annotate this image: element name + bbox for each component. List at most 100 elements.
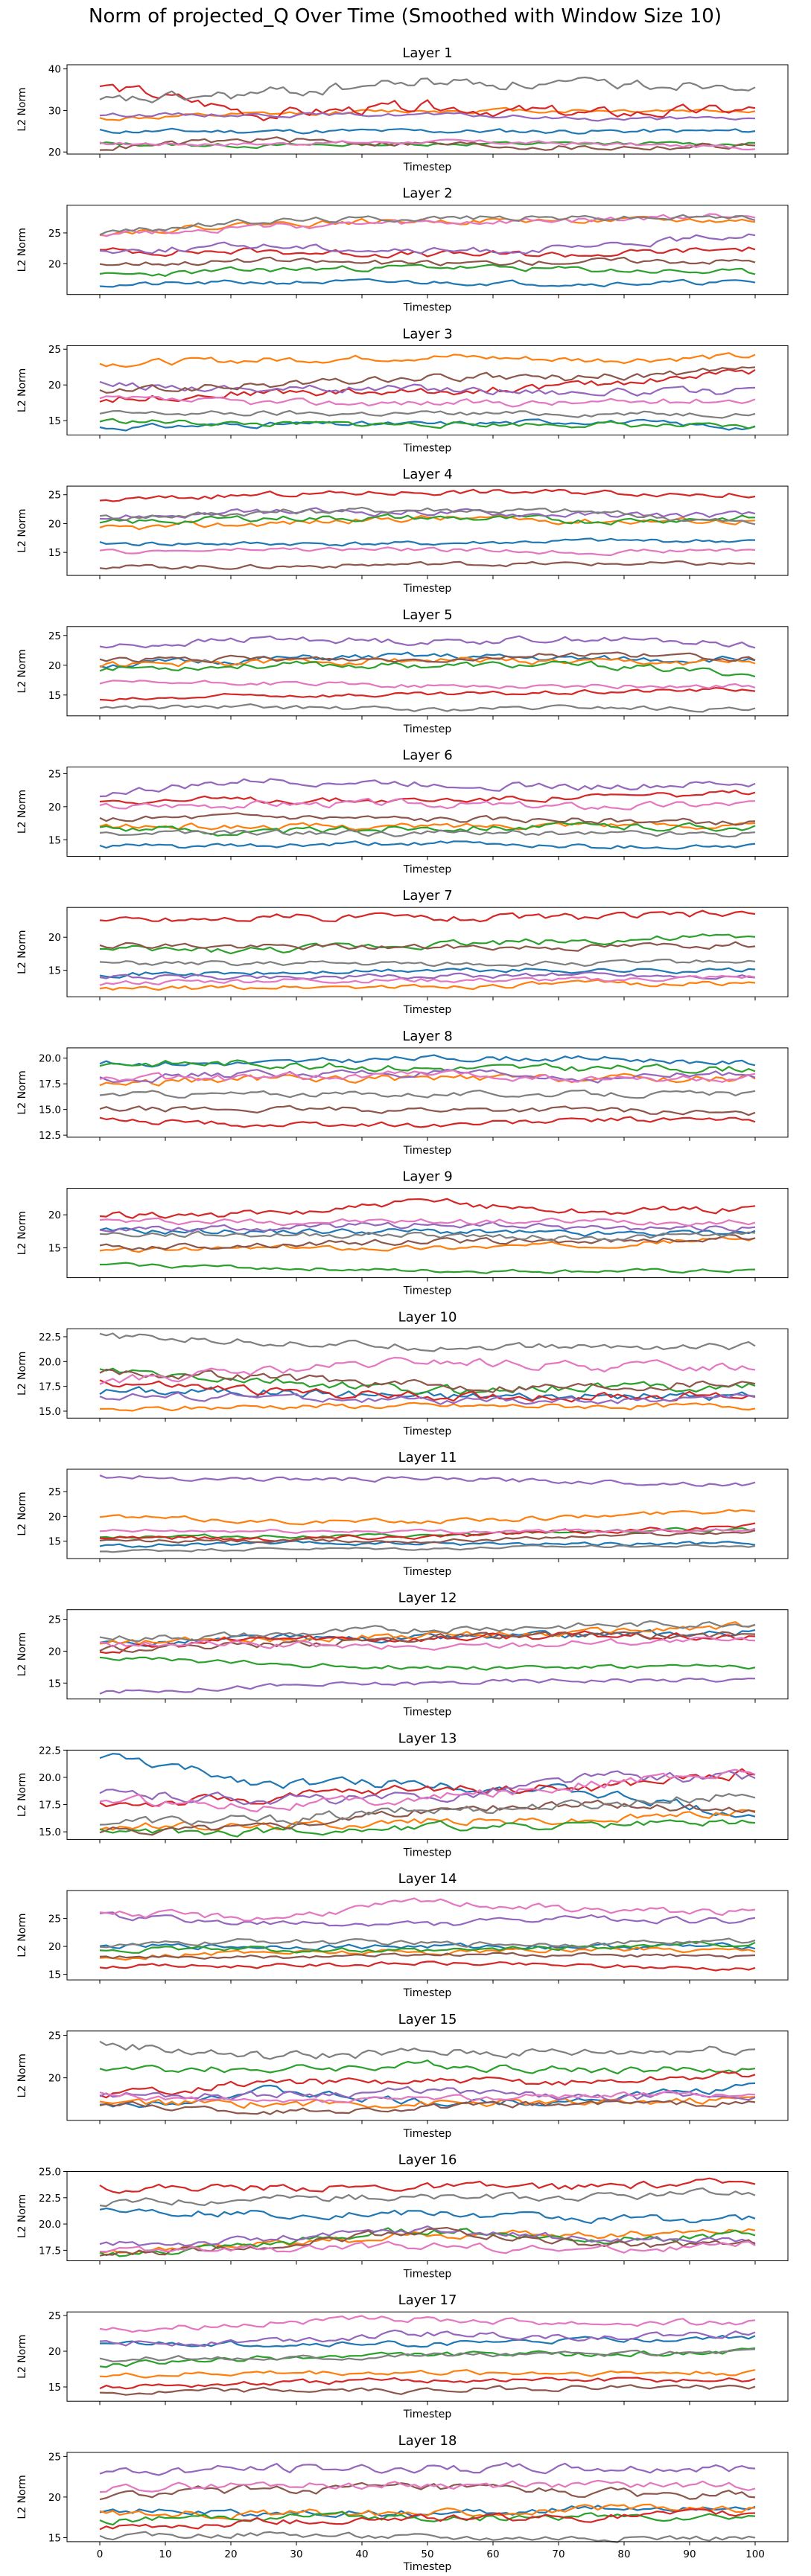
series-line-5 (99, 2461, 756, 2476)
y-tick-label: 15.0 (39, 1105, 61, 1116)
y-tick-label: 25 (48, 630, 61, 642)
x-tick-label: 40 (355, 2548, 368, 2560)
subplot-title: Layer 18 (398, 2433, 457, 2449)
series-line-8 (99, 703, 756, 713)
y-tick-label: 17.5 (39, 1381, 61, 1393)
series-line-3 (99, 513, 756, 525)
series-line-7 (99, 138, 756, 151)
series-line-6 (99, 2100, 756, 2115)
series-line-3 (99, 141, 756, 150)
series-line-8 (99, 1332, 756, 1352)
series-line-8 (99, 214, 756, 236)
y-tick-label: 25.0 (39, 2167, 61, 2179)
series-line-8 (99, 409, 756, 419)
subplot-3: Layer 3 15 20 25 Timestep L2 Norm (16, 326, 789, 454)
series-line-1 (99, 967, 756, 979)
y-tick-label: 25 (48, 1614, 61, 1626)
subplot-title: Layer 9 (402, 1169, 452, 1185)
subplot-18: Layer 18 15 20 25 0 10 20 30 40 50 60 70 80 90 100 Time… (16, 2433, 789, 2573)
x-axis-label: Timestep (403, 1987, 452, 1999)
y-tick-label: 20.0 (39, 1053, 61, 1065)
series-line-5 (99, 112, 756, 122)
y-tick-label: 15 (48, 415, 61, 427)
series-line-1 (99, 2334, 756, 2348)
y-axis-label: L2 Norm (16, 228, 28, 272)
series-line-4 (99, 246, 756, 259)
series-line-5 (99, 380, 756, 397)
series-line-5 (99, 1911, 756, 1927)
series-line-6 (99, 1799, 756, 1836)
y-tick-label: 20 (48, 147, 61, 159)
series-line-4 (99, 1379, 756, 1403)
series-line-8 (99, 1089, 756, 1099)
y-tick-label: 25 (48, 2030, 61, 2042)
series-line-7 (99, 1356, 756, 1385)
series-line-8 (99, 958, 756, 968)
y-tick-label: 25 (48, 1914, 61, 1925)
series-line-1 (99, 127, 756, 135)
y-tick-label: 15 (48, 2382, 61, 2394)
y-axis-label: L2 Norm (16, 790, 28, 834)
subplot-14: Layer 14 15 20 25 Timestep L2 Norm (16, 1871, 789, 1999)
series-line-7 (99, 974, 756, 986)
series-line-2 (99, 106, 756, 121)
series-line-3 (99, 263, 756, 277)
series-line-3 (99, 1819, 756, 1838)
x-tick-label: 60 (486, 2548, 499, 2560)
x-axis-label: Timestep (403, 1847, 452, 1859)
plot-frame (66, 626, 789, 717)
y-axis-label: L2 Norm (16, 649, 28, 693)
y-tick-label: 22.5 (39, 1332, 61, 1343)
series-line-4 (99, 1198, 756, 1219)
x-tick-label: 30 (290, 2548, 302, 2560)
y-tick-label: 25 (48, 1486, 61, 1498)
series-line-2 (99, 1402, 756, 1412)
y-axis-label: L2 Norm (16, 368, 28, 412)
plot-frame (66, 1609, 789, 1700)
x-axis-label: Timestep (403, 1425, 452, 1437)
series-line-8 (99, 1937, 756, 1949)
y-tick-label: 15 (48, 1243, 61, 1255)
y-tick-label: 17.5 (39, 1800, 61, 1812)
y-tick-label: 15 (48, 834, 61, 846)
subplot-title: Layer 7 (402, 888, 452, 904)
series-line-5 (99, 507, 756, 520)
x-tick-label: 90 (683, 2548, 696, 2560)
series-line-4 (99, 789, 756, 805)
y-axis-label: L2 Norm (16, 1492, 28, 1535)
series-line-1 (99, 1942, 756, 1952)
series-line-4 (99, 1116, 756, 1128)
series-line-2 (99, 821, 756, 831)
series-line-1 (99, 1753, 756, 1818)
y-tick-label: 20 (48, 2492, 61, 2504)
series-line-8 (99, 1620, 756, 1643)
subplot-13: Layer 13 15.0 17.5 20.0 22.5 Timestep L2 Norm (16, 1730, 789, 1859)
y-axis-label: L2 Norm (16, 87, 28, 131)
series-line-6 (99, 1952, 756, 1960)
y-axis-label: L2 Norm (16, 1070, 28, 1114)
x-axis-label: Timestep (403, 2269, 452, 2281)
series-line-1 (99, 278, 756, 288)
series-line-1 (99, 2208, 756, 2224)
y-tick-label: 22.5 (39, 2193, 61, 2205)
y-axis-label: L2 Norm (16, 508, 28, 552)
x-tick-label: 0 (97, 2548, 104, 2560)
subplot-8: Layer 8 12.5 15.0 17.5 20.0 Timestep L2 Norm (16, 1029, 789, 1157)
subplot-title: Layer 13 (398, 1730, 457, 1746)
y-tick-label: 20 (48, 1941, 61, 1953)
subplot-2: Layer 2 20 25 Timestep L2 Norm (16, 186, 789, 314)
series-line-7 (99, 1897, 756, 1922)
series-line-3 (99, 1656, 756, 1671)
series-line-1 (99, 537, 756, 547)
y-tick-label: 20 (48, 1511, 61, 1523)
subplot-title: Layer 11 (398, 1450, 457, 1466)
subplot-11: Layer 11 15 20 25 Timestep L2 Norm (16, 1450, 789, 1578)
y-tick-label: 15 (48, 547, 61, 559)
y-axis-label: L2 Norm (16, 2054, 28, 2097)
subplot-title: Layer 17 (398, 2292, 457, 2308)
subplot-title: Layer 5 (402, 607, 452, 623)
series-line-1 (99, 840, 756, 850)
subplot-5: Layer 5 15 20 25 Timestep L2 Norm (16, 607, 789, 735)
y-tick-label: 15.0 (39, 1826, 61, 1838)
y-tick-label: 20.0 (39, 1772, 61, 1784)
